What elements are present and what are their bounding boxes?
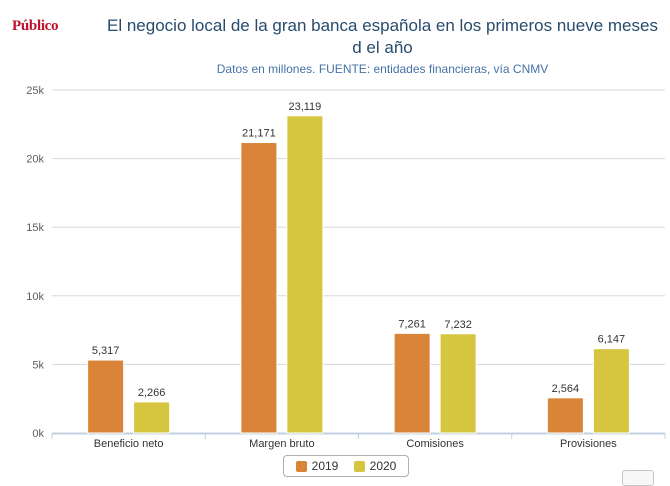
y-tick-label: 15k [26, 222, 44, 234]
legend: 2019 2020 [283, 455, 409, 477]
legend-label-2020: 2020 [369, 459, 397, 473]
y-tick-label: 0k [32, 428, 44, 440]
y-tick-label: 25k [26, 85, 44, 97]
chart-title: El negocio local de la gran banca españo… [107, 16, 658, 57]
bar-2020-2 [286, 115, 324, 434]
bar-2019-4 [546, 397, 584, 434]
data-label: 21,171 [242, 128, 276, 140]
legend-item-2019[interactable]: 2019 [295, 459, 339, 473]
export-menu-button[interactable] [622, 470, 654, 486]
data-label: 6,147 [598, 334, 626, 346]
data-label: 7,261 [398, 318, 426, 330]
x-tick-label: Beneficio neto [94, 438, 164, 450]
bar-2019-1 [87, 359, 125, 434]
bar-2020-4 [592, 348, 630, 434]
legend-label-2019: 2019 [311, 459, 339, 473]
x-tick-label: Margen bruto [249, 438, 314, 450]
data-label: 23,119 [288, 101, 321, 113]
data-label: 7,232 [444, 319, 472, 331]
data-label: 2,266 [138, 387, 166, 399]
legend-swatch-2019 [295, 460, 307, 472]
data-label: 2,564 [552, 383, 580, 395]
x-tick-label: Provisiones [560, 438, 617, 450]
y-tick-label: 10k [26, 291, 44, 303]
legend-swatch-2020 [353, 460, 365, 472]
x-tick-label: Comisiones [406, 438, 464, 450]
bar-2020-1 [133, 401, 171, 434]
bar-2020-3 [439, 333, 477, 434]
bar-2019-3 [393, 332, 431, 434]
chart-subtitle: Datos en millones. FUENTE: entidades fin… [216, 62, 549, 76]
y-tick-label: 20k [26, 154, 44, 166]
y-tick-label: 5k [32, 359, 44, 371]
data-label: 5,317 [92, 345, 120, 357]
publico-logo: Público [12, 18, 59, 34]
legend-item-2020[interactable]: 2020 [353, 459, 397, 473]
bar-2019-2 [240, 142, 278, 434]
